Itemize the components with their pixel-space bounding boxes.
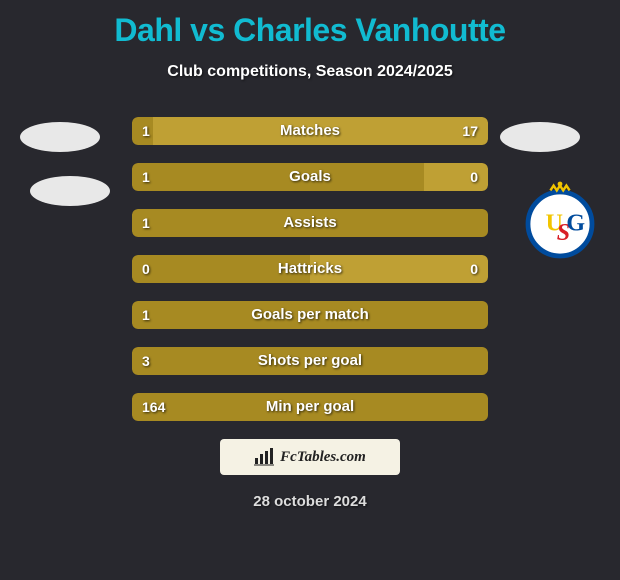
stats-bar-chart: 117Matches 10Goals 1Assists 00Hattricks 1Goa… xyxy=(132,117,488,421)
stat-row: 1Goals per match xyxy=(132,301,488,329)
stat-row: 164Min per goal xyxy=(132,393,488,421)
stat-row: 117Matches xyxy=(132,117,488,145)
stat-label: Shots per goal xyxy=(132,347,488,375)
stat-row: 1Assists xyxy=(132,209,488,237)
team-logo-right-1 xyxy=(500,122,580,152)
team-logo-left-2 xyxy=(30,176,110,206)
team-logo-usg: U S G xyxy=(520,180,600,260)
team-logo-left-1 xyxy=(20,122,100,152)
comparison-date: 28 october 2024 xyxy=(0,493,620,510)
stat-label: Min per goal xyxy=(132,393,488,421)
bar-chart-icon xyxy=(254,448,274,466)
comparison-subtitle: Club competitions, Season 2024/2025 xyxy=(0,63,620,81)
stat-label: Goals per match xyxy=(132,301,488,329)
stat-row: 00Hattricks xyxy=(132,255,488,283)
comparison-title: Dahl vs Charles Vanhoutte xyxy=(0,0,620,49)
stat-row: 3Shots per goal xyxy=(132,347,488,375)
stat-row: 10Goals xyxy=(132,163,488,191)
fctables-label: FcTables.com xyxy=(280,449,366,466)
stat-label: Assists xyxy=(132,209,488,237)
stat-label: Goals xyxy=(132,163,488,191)
stat-label: Hattricks xyxy=(132,255,488,283)
svg-text:G: G xyxy=(566,210,585,236)
fctables-badge: FcTables.com xyxy=(220,439,400,475)
stat-label: Matches xyxy=(132,117,488,145)
